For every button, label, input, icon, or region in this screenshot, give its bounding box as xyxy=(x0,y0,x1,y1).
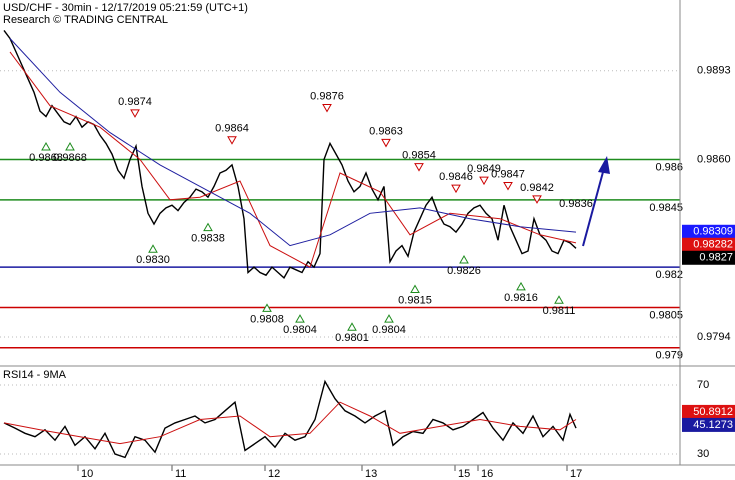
forecast-arrowhead xyxy=(598,156,610,174)
level-label: 0.979 xyxy=(655,350,683,362)
trough-marker xyxy=(554,295,564,304)
extreme-label: 0.9816 xyxy=(504,292,538,304)
y-tick-label: 0.9893 xyxy=(697,65,731,77)
extreme-label: 0.9876 xyxy=(310,90,344,102)
trough-marker xyxy=(262,303,272,312)
y-tick-label: 30 xyxy=(697,448,709,460)
extreme-label: 0.9801 xyxy=(335,332,369,344)
extreme-label: 0.9804 xyxy=(283,324,317,336)
y-tick-label: 0.9860 xyxy=(697,153,731,165)
peak-marker xyxy=(130,109,140,118)
x-tick-label: 17 xyxy=(570,468,582,480)
x-tick-label: 12 xyxy=(268,468,280,480)
extreme-label: 0.9864 xyxy=(215,123,249,135)
level-label: 0.986 xyxy=(655,161,683,173)
series-line xyxy=(3,379,577,459)
extreme-label: 0.9854 xyxy=(402,150,436,162)
extreme-label: 0.9863 xyxy=(369,125,403,137)
layers: 0.9893 0.9860 0.9794 0.986 0.9845 0.982 0.9805… xyxy=(0,29,735,480)
series-line xyxy=(3,401,577,445)
peak-marker xyxy=(479,176,489,186)
level-label: 0.982 xyxy=(655,269,683,281)
peak-marker xyxy=(381,138,391,148)
extreme-label: 0.9804 xyxy=(372,324,406,336)
extreme-label: 0.9836 xyxy=(559,198,593,210)
extreme-label: 0.9811 xyxy=(543,305,576,317)
peak-marker xyxy=(322,103,332,113)
series-line xyxy=(3,29,577,280)
trough-marker xyxy=(347,322,357,331)
x-tick-label: 13 xyxy=(365,468,377,480)
price-tag xyxy=(682,224,735,239)
extreme-label: 0.9830 xyxy=(136,254,170,266)
trough-marker xyxy=(410,284,420,294)
price-tag-label: 0.9827 xyxy=(699,252,733,264)
extreme-label: 0.9826 xyxy=(447,265,481,277)
rsi-title: RSI14 - 9MA xyxy=(3,369,67,381)
trough-marker xyxy=(384,314,394,323)
series-line xyxy=(9,51,577,268)
extreme-label: 0.9849 xyxy=(467,163,501,175)
x-tick-label: 16 xyxy=(481,468,493,480)
price-tag xyxy=(682,237,735,252)
x-tick-label: 11 xyxy=(175,468,186,480)
peak-marker xyxy=(227,136,237,145)
trough-marker xyxy=(41,141,51,151)
extreme-label: 0.9842 xyxy=(520,182,554,194)
trough-marker xyxy=(516,281,526,291)
y-tick-label: 0.9794 xyxy=(697,331,731,343)
series-line xyxy=(9,38,577,247)
peak-marker xyxy=(503,181,513,191)
price-tag-label: 45.1273 xyxy=(693,419,733,431)
price-tag xyxy=(682,417,735,432)
level-label: 0.9805 xyxy=(649,309,683,321)
level-label: 0.9845 xyxy=(649,202,683,214)
extreme-label: 0.9838 xyxy=(191,233,225,245)
trough-marker xyxy=(148,244,158,253)
peak-marker xyxy=(451,184,461,194)
price-tag-label: 0.98309 xyxy=(693,226,733,238)
forecast-arrow xyxy=(582,171,604,247)
trough-marker xyxy=(65,141,75,151)
price-tag-label: 0.98282 xyxy=(693,239,733,251)
extreme-label: 0.9847 xyxy=(491,168,525,180)
chart-subtitle: Research © TRADING CENTRAL xyxy=(3,14,168,26)
extreme-label: 0.9808 xyxy=(250,313,284,325)
price-tag xyxy=(682,404,735,419)
x-tick-label: 10 xyxy=(81,468,93,480)
extreme-label: 0.9874 xyxy=(118,96,152,108)
y-tick-label: 70 xyxy=(697,379,709,391)
price-tag-label: 50.8912 xyxy=(693,406,733,418)
trough-marker xyxy=(295,314,305,323)
x-tick-label: 15 xyxy=(458,468,470,480)
extreme-label: 0.9868 xyxy=(53,152,87,164)
extreme-label: 0.9868 xyxy=(29,152,63,164)
chart-title: USD/CHF - 30min - 12/17/2019 05:21:59 (U… xyxy=(3,2,248,14)
trough-marker xyxy=(459,254,469,264)
extreme-label: 0.9846 xyxy=(439,171,473,183)
trough-marker xyxy=(203,222,213,232)
extreme-label: 0.9815 xyxy=(398,294,432,306)
price-tag xyxy=(682,250,735,265)
peak-marker xyxy=(532,195,542,204)
peak-marker xyxy=(414,163,424,172)
